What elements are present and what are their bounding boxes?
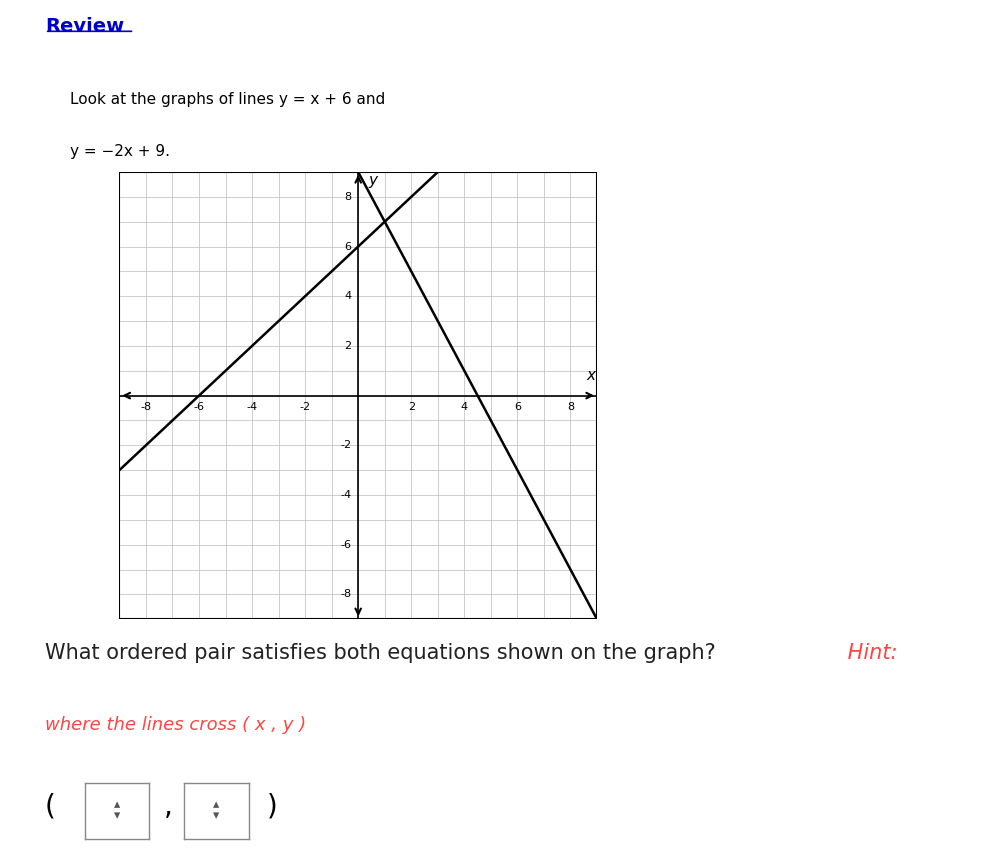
Text: 4: 4 — [344, 292, 351, 301]
Text: where the lines cross ( x , y ): where the lines cross ( x , y ) — [45, 716, 305, 734]
Text: Hint:: Hint: — [840, 643, 897, 663]
Text: -4: -4 — [340, 490, 351, 500]
Text: (: ( — [45, 793, 56, 820]
Text: 6: 6 — [513, 402, 521, 412]
Text: Review: Review — [45, 17, 124, 36]
Text: -6: -6 — [340, 540, 351, 550]
Text: x: x — [586, 368, 595, 384]
Text: -2: -2 — [299, 402, 310, 412]
Text: y = −2x + 9.: y = −2x + 9. — [70, 144, 170, 159]
Text: -2: -2 — [340, 440, 351, 451]
Text: 2: 2 — [344, 341, 351, 351]
Text: 8: 8 — [344, 192, 351, 202]
Text: -8: -8 — [140, 402, 151, 412]
Text: 2: 2 — [408, 402, 414, 412]
Text: ): ) — [266, 793, 277, 820]
Text: -8: -8 — [340, 589, 351, 599]
Text: ,: , — [164, 793, 173, 820]
Text: What ordered pair satisfies both equations shown on the graph?: What ordered pair satisfies both equatio… — [45, 643, 715, 663]
Text: -6: -6 — [193, 402, 205, 412]
Text: ▴
▾: ▴ ▾ — [113, 799, 120, 822]
Text: -4: -4 — [247, 402, 257, 412]
Text: ▴
▾: ▴ ▾ — [213, 799, 220, 822]
Text: 6: 6 — [344, 242, 351, 251]
Text: Look at the graphs of lines y = x + 6 and: Look at the graphs of lines y = x + 6 an… — [70, 91, 385, 107]
Text: 8: 8 — [567, 402, 574, 412]
Text: y: y — [369, 173, 378, 188]
Text: 4: 4 — [460, 402, 467, 412]
